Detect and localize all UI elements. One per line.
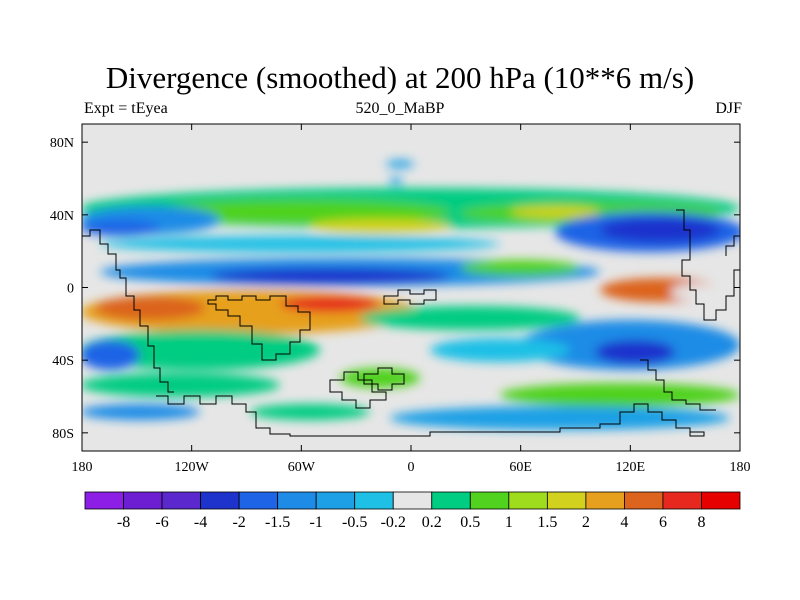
map-panel [81,123,741,452]
y-tick-label: 80N [50,136,74,151]
colorbar-swatch [431,491,471,510]
field-region [280,296,380,312]
colorbar-swatch [277,491,317,510]
field-region [82,330,320,370]
island-outline [363,367,405,391]
colorbar: -8 -6 -4 -2 -1.5 -1 -0.5 -0.2 0.2 0.5 1 1.5 2 4 6 8 [84,491,741,531]
colorbar-swatch [315,491,356,510]
field-region [390,406,730,430]
island-outline [329,371,387,409]
colorbar-label: 6 [659,514,667,531]
field-region [595,340,675,364]
field-region [150,200,450,224]
colorbar-swatch [84,491,124,510]
colorbar-label: -0.5 [342,514,367,531]
field-region [360,306,580,330]
divergence-field [82,160,740,430]
south-america-outline [207,295,311,361]
colorbar-swatch [354,491,394,510]
colorbar-label: 4 [620,514,628,531]
field-region [95,296,205,320]
colorbar-swatch [624,491,664,510]
period-label: 520_0_MaBP [355,100,445,117]
x-tick-label: 180 [730,460,751,475]
colorbar-swatch [238,491,279,510]
field-region [600,218,720,242]
colorbar-label: 2 [582,514,590,531]
field-region [82,340,140,370]
antarctica-outline [156,395,705,437]
chart-title: Divergence (smoothed) at 200 hPa (10**6 … [105,60,695,95]
colorbar-label: 8 [697,514,705,531]
africa-north-outline [383,289,437,305]
colorbar-label: -1 [310,514,323,531]
x-tick-label: 120E [616,460,646,475]
colorbar-swatch [701,491,741,510]
colorbar-label: -2 [232,514,245,531]
colorbar-label: 0.2 [422,514,442,531]
colorbar-label: -8 [117,514,130,531]
x-tick-label: 0 [408,460,415,475]
y-tick-label: 0 [67,282,74,297]
field-region [340,368,420,388]
colorbar-swatch [469,491,510,510]
colorbar-label: -1.5 [265,514,290,531]
colorbar-swatch [200,491,240,510]
field-region [500,383,740,407]
colorbar-label: -0.2 [381,514,406,531]
axes: 180 120W 60W 0 60E 120E 180 80N 40N 0 40S 80S [50,124,751,475]
field-region [82,404,200,420]
colorbar-label: 0.5 [460,514,480,531]
x-tick-label: 60W [288,460,316,475]
season-label: DJF [715,100,742,117]
field-region [430,338,570,362]
colorbar-swatch [508,491,548,510]
field-region [210,268,450,284]
field-region [310,219,450,233]
field-region [390,177,402,185]
colorbar-swatch [392,491,433,510]
y-tick-label: 40N [50,209,74,224]
field-region [460,260,580,276]
america-west-coast [82,229,174,393]
field-region [386,160,414,168]
colorbar-label: -6 [155,514,168,531]
y-tick-label: 80S [52,427,74,442]
colorbar-label: 1 [505,514,513,531]
colorbar-swatch [546,491,587,510]
colorbar-swatch [123,491,163,510]
x-tick-label: 60E [509,460,532,475]
field-region [510,206,600,218]
field-region [82,220,160,236]
colorbar-label: 1.5 [537,514,557,531]
x-tick-label: 180 [72,460,93,475]
colorbar-swatch [161,491,201,510]
experiment-label: Expt = tEyea [84,100,168,117]
australia-east-outline [640,359,716,411]
field-region [100,236,500,252]
field-region [250,404,370,420]
field-region [670,284,730,300]
colorbar-label: -4 [194,514,207,531]
field-region [82,373,280,397]
x-tick-label: 120W [175,460,210,475]
colorbar-swatch [662,491,702,510]
y-tick-label: 40S [52,354,74,369]
colorbar-swatch [585,491,625,510]
